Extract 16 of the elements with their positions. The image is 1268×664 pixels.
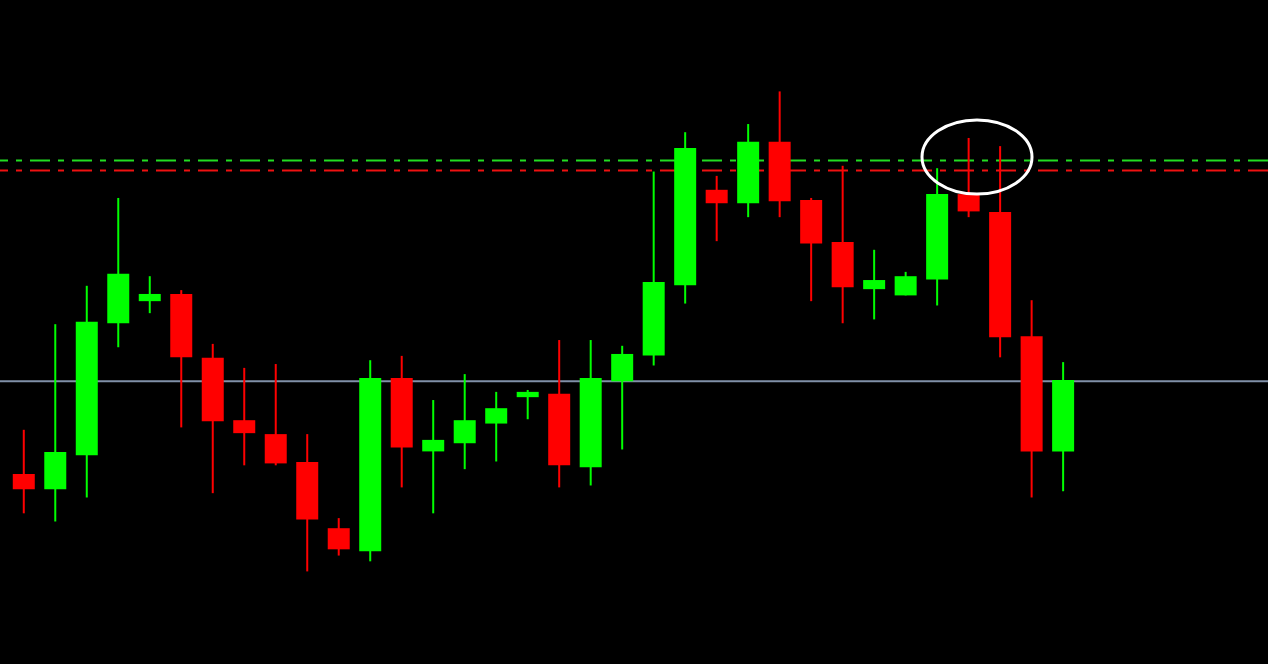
candlestick	[957, 136, 980, 219]
candlestick	[863, 248, 886, 321]
candlestick	[422, 399, 445, 515]
candlestick	[233, 366, 256, 467]
candlestick	[138, 275, 161, 315]
candlestick	[264, 363, 287, 467]
candlestick	[831, 164, 854, 325]
candlestick	[12, 428, 35, 515]
candlestick	[485, 390, 508, 463]
candlestick	[611, 344, 634, 451]
candlestick	[44, 323, 67, 523]
candlestick	[327, 517, 350, 557]
candlestick	[800, 196, 823, 303]
candlestick	[453, 373, 476, 471]
candlestick	[516, 388, 539, 421]
candlestick	[705, 174, 728, 243]
